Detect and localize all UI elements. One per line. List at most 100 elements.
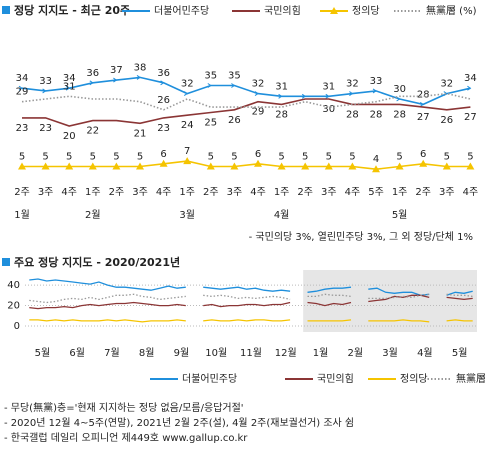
x-tick-label: 5주 bbox=[368, 187, 384, 198]
x-tick-label: 2주 bbox=[415, 187, 431, 198]
series-line bbox=[29, 294, 473, 310]
x-tick-label: 12월 bbox=[275, 347, 297, 359]
month-label: 2월 bbox=[85, 209, 101, 221]
data-label: 28 bbox=[346, 109, 359, 120]
marker bbox=[278, 93, 283, 99]
data-label: 20 bbox=[63, 131, 76, 142]
marker bbox=[183, 91, 189, 97]
x-tick-label: 3월 bbox=[382, 347, 398, 359]
data-label: 24 bbox=[181, 120, 194, 131]
marker bbox=[348, 162, 357, 170]
data-label: 5 bbox=[90, 152, 96, 163]
marker bbox=[41, 162, 50, 170]
marker bbox=[372, 165, 380, 173]
data-label: 7 bbox=[184, 146, 190, 157]
data-label: 33 bbox=[370, 76, 383, 87]
marker bbox=[88, 162, 97, 170]
series-line bbox=[22, 160, 471, 171]
series-line bbox=[21, 92, 471, 111]
x-tick-label: 4주 bbox=[345, 187, 361, 198]
legend-label: 정의당 bbox=[400, 373, 428, 385]
x-tick-label: 7월 bbox=[104, 347, 120, 359]
marker bbox=[183, 157, 192, 165]
data-label: 31 bbox=[275, 81, 288, 92]
marker bbox=[277, 162, 286, 170]
x-tick-label: 3주 bbox=[38, 187, 54, 198]
marker bbox=[136, 74, 141, 80]
data-label: 6 bbox=[255, 149, 261, 160]
note: - 한국갤럽 데일리 오피니언 제449호 www.gallup.co.kr bbox=[4, 432, 248, 444]
data-label: 23 bbox=[39, 123, 52, 134]
x-tick-label: 3주 bbox=[439, 187, 455, 198]
title-bullet bbox=[2, 6, 10, 14]
y-tick-label: 20 bbox=[7, 301, 20, 312]
data-label: 29 bbox=[252, 107, 265, 118]
marker bbox=[301, 93, 307, 99]
data-label: 34 bbox=[63, 73, 76, 84]
marker bbox=[231, 83, 236, 88]
legend-label: 국민의힘 bbox=[317, 373, 354, 385]
data-label: 5 bbox=[66, 152, 72, 163]
marker bbox=[467, 85, 472, 91]
marker bbox=[466, 162, 475, 170]
legend-label: 無黨層 (%) bbox=[456, 372, 487, 385]
data-label: 25 bbox=[204, 118, 217, 129]
x-tick-label: 5월 bbox=[452, 347, 468, 359]
marker bbox=[419, 101, 425, 107]
data-label: 5 bbox=[137, 152, 143, 163]
x-tick-label: 4주 bbox=[250, 187, 266, 198]
marker bbox=[443, 91, 448, 97]
data-label: 33 bbox=[39, 76, 52, 87]
x-tick-label: 8월 bbox=[139, 347, 155, 359]
data-label: 31 bbox=[322, 81, 335, 92]
month-label: 5월 bbox=[392, 209, 408, 221]
x-tick-label: 2주 bbox=[109, 187, 125, 198]
data-label: 27 bbox=[417, 112, 430, 123]
marker bbox=[396, 96, 401, 102]
y-tick-label: 40 bbox=[7, 280, 20, 291]
x-tick-label: 1주 bbox=[392, 187, 408, 198]
marker bbox=[419, 159, 428, 167]
x-tick-label: 4주 bbox=[463, 187, 479, 198]
x-tick-label: 1주 bbox=[274, 187, 290, 198]
x-tick-label: 4주 bbox=[156, 187, 172, 198]
marker bbox=[42, 88, 47, 94]
marker bbox=[207, 83, 212, 88]
data-label: 32 bbox=[346, 79, 359, 90]
data-label: 5 bbox=[113, 152, 119, 163]
legend-marker bbox=[330, 7, 338, 14]
data-label: 36 bbox=[86, 68, 99, 79]
y-tick-label: 0 bbox=[14, 321, 20, 332]
data-label: 34 bbox=[464, 73, 477, 84]
data-label: 5 bbox=[278, 152, 284, 163]
marker bbox=[65, 85, 71, 91]
marker bbox=[89, 80, 94, 86]
marker bbox=[18, 85, 23, 91]
data-label: 34 bbox=[16, 73, 29, 84]
marker bbox=[372, 88, 377, 94]
data-label: 28 bbox=[370, 109, 383, 120]
data-label: 28 bbox=[275, 109, 288, 120]
data-label: 5 bbox=[42, 152, 48, 163]
data-label: 5 bbox=[349, 152, 355, 163]
note: - 무당(無黨)층='현재 지지하는 정당 없음/모름/응답거절' bbox=[4, 401, 244, 414]
data-label: 36 bbox=[157, 68, 170, 79]
x-tick-label: 1주 bbox=[179, 187, 195, 198]
data-label: 5 bbox=[302, 152, 308, 163]
data-label: 28 bbox=[393, 109, 406, 120]
x-tick-label: 2주 bbox=[14, 187, 30, 198]
legend-label: 無黨層 (%) bbox=[426, 4, 477, 17]
data-label: 38 bbox=[134, 62, 147, 73]
marker bbox=[349, 91, 354, 97]
note: - 2020년 12월 4~5주(연말), 2021년 2월 2주(설), 4월… bbox=[4, 416, 354, 429]
data-label: 5 bbox=[231, 152, 237, 163]
x-tick-label: 6월 bbox=[69, 347, 85, 359]
data-label: 37 bbox=[110, 65, 123, 76]
series-line bbox=[22, 98, 471, 127]
x-tick-label: 3주 bbox=[132, 187, 148, 198]
data-label: 32 bbox=[440, 79, 453, 90]
marker bbox=[18, 162, 26, 170]
marker bbox=[159, 159, 168, 167]
x-tick-label: 11월 bbox=[240, 347, 262, 359]
